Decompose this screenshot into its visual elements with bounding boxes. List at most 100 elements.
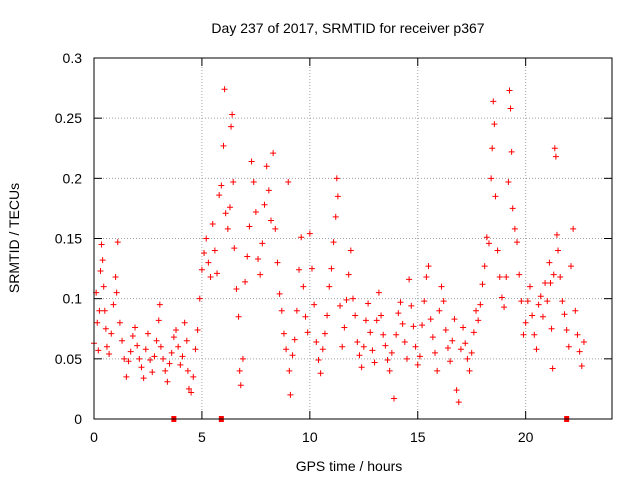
data-point [272,225,279,232]
data-point [408,302,415,309]
data-point [421,298,428,305]
data-point [382,342,389,349]
data-point [332,213,339,220]
data-point [570,225,577,232]
data-point [481,263,488,270]
data-point [464,355,471,362]
data-point [101,307,108,314]
data-point [414,361,421,368]
data-point [112,274,119,281]
data-point [492,193,499,200]
data-point [546,259,553,266]
data-point [156,301,163,308]
data-point [576,348,583,355]
data-point [235,313,242,320]
data-point [108,330,115,337]
data-point [239,355,246,362]
data-point [505,178,512,185]
data-point [98,241,105,248]
data-point [211,247,218,254]
data-point [555,247,562,254]
data-point [539,313,546,320]
data-point [503,274,510,281]
data-point [518,298,525,305]
data-point [574,331,581,338]
data-point [537,293,544,300]
data-point [477,301,484,308]
data-point [531,331,538,338]
data-point [116,319,123,326]
data-point [226,204,233,211]
data-point [113,289,120,296]
data-point [354,338,361,345]
data-point [147,357,154,364]
data-point [455,399,462,406]
data-point [286,367,293,374]
data-point [138,364,145,371]
data-point [563,326,570,333]
data-point [509,205,516,212]
data-point [244,253,251,260]
data-point [328,265,335,272]
x-tick-label: 5 [198,429,206,445]
data-point [198,266,205,273]
data-point [127,348,134,355]
data-point [121,355,128,362]
data-point [419,322,426,329]
data-point [287,391,294,398]
data-point [496,274,503,281]
data-point [125,358,132,365]
data-point [337,302,344,309]
data-point [255,255,262,262]
data-point [188,389,195,396]
data-point [140,375,147,382]
data-point [447,358,454,365]
data-point [263,163,270,170]
y-grid [94,117,612,360]
data-point [542,280,549,287]
data-point [494,247,501,254]
data-point [449,337,456,344]
y-tick-label: 0.3 [63,50,83,66]
data-point [319,346,326,353]
data-point [285,178,292,185]
data-point [380,331,387,338]
data-point [550,271,557,278]
data-point [475,317,482,324]
data-point [440,298,447,305]
data-point [551,145,558,152]
data-point [378,312,385,319]
data-point [391,395,398,402]
data-point [393,331,400,338]
plot-frame [93,57,613,420]
data-point [181,319,188,326]
data-point [142,346,149,353]
data-point [520,331,527,338]
data-point [343,296,350,303]
data-point [166,360,173,367]
data-point [185,385,192,392]
data-point [341,324,348,331]
data-point [302,313,309,320]
y-tick-label: 0.25 [55,110,82,126]
data-point [151,353,158,360]
x-axis-label: GPS time / hours [296,458,403,474]
data-point [231,245,238,252]
data-point [479,281,486,288]
data-point [432,349,439,356]
data-point [516,271,523,278]
data-point [498,294,505,301]
data-point [134,342,141,349]
data-point [170,334,177,341]
data-point [345,271,352,278]
data-point [485,240,492,247]
data-point [438,283,445,290]
data-point [491,121,498,128]
data-point [473,307,480,314]
chart-title: Day 237 of 2017, SRMTID for receiver p36… [211,20,484,36]
data-point [160,355,167,362]
data-point [490,98,497,105]
y-tick-label: 0.15 [55,231,82,247]
data-point [194,326,201,333]
data-point [252,209,259,216]
